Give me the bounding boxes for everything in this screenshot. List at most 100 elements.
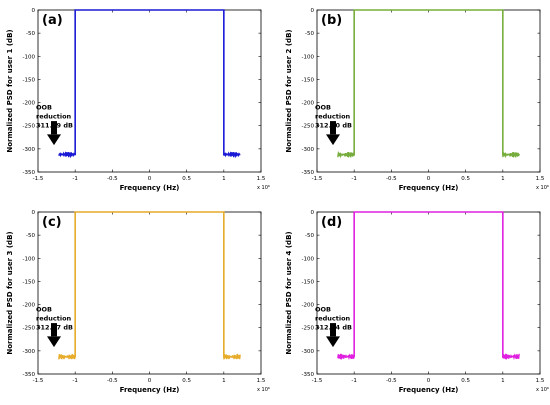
y-tick-label: -100 [302, 256, 315, 262]
oob-annotation-line: OOB [315, 104, 331, 112]
y-tick-label: -100 [23, 256, 36, 262]
oob-annotation-line: reduction [36, 315, 72, 323]
x-axis-label: Frequency (Hz) [399, 184, 459, 192]
noise-floor-2 [502, 150, 520, 159]
y-tick-label: 0 [32, 8, 36, 14]
arrow-head [326, 134, 340, 146]
oob-annotation-line: OOB [36, 306, 52, 314]
y-tick-label: -150 [23, 279, 36, 285]
y-axis-label: Normalized PSD for user 3 (dB) [6, 231, 14, 354]
x-tick-label: -1 [72, 176, 77, 182]
plot-frame [316, 211, 541, 375]
noise-floor-1 [58, 353, 76, 360]
y-tick-label: -250 [302, 124, 315, 130]
y-tick-label: -150 [23, 77, 36, 83]
y-tick-label: -150 [302, 77, 315, 83]
y-tick-label: -350 [23, 170, 36, 176]
series-line-1 [337, 211, 520, 358]
y-tick-label: -200 [302, 101, 315, 107]
x-tick-label: 0 [148, 378, 152, 384]
panel-2: -1.5 -1 -0.5 0 0.5 1 1.5 0 -50 -100 -150 -200 -250 -3… [285, 8, 549, 192]
x-tick-label: -1 [351, 378, 356, 384]
x-tick-label: 1.5 [257, 176, 266, 182]
x-tick-label: -1.5 [312, 176, 323, 182]
y-tick-label: -250 [302, 326, 315, 332]
x-exponent-label: x 10⁶ [536, 185, 549, 191]
panel-1: -1.5 -1 -0.5 0 0.5 1 1.5 0 -50 -100 -150 -200 -250 -3… [6, 8, 270, 192]
y-tick-label: -50 [305, 233, 314, 239]
y-tick-label: -50 [26, 31, 35, 37]
arrow-shaft [330, 121, 336, 135]
x-tick-label: -0.5 [107, 176, 118, 182]
y-tick-label: -350 [302, 170, 315, 176]
y-tick-label: 0 [311, 8, 315, 14]
oob-annotation-line: reduction [315, 113, 351, 121]
x-tick-label: 1 [222, 176, 226, 182]
arrow-shaft [51, 323, 57, 337]
noise-floor-2 [223, 353, 241, 360]
oob-annotation-line: reduction [36, 113, 72, 121]
y-tick-label: -300 [23, 147, 36, 153]
y-axis-label: Normalized PSD for user 2 (dB) [285, 29, 293, 152]
y-tick-label: -50 [26, 233, 35, 239]
oob-annotation-line: OOB [315, 306, 331, 314]
y-axis-label: Normalized PSD for user 4 (dB) [285, 231, 293, 354]
panel-label: (d) [321, 215, 342, 230]
plot-frame [316, 9, 541, 173]
arrow-shaft [330, 323, 336, 337]
x-tick-label: -1.5 [33, 176, 44, 182]
x-tick-label: 1 [501, 176, 505, 182]
oob-annotation-line: OOB [36, 104, 52, 112]
panel-label: (c) [42, 215, 62, 230]
y-tick-label: -200 [23, 303, 36, 309]
y-tick-label: -250 [23, 326, 36, 332]
x-tick-label: -1.5 [33, 378, 44, 384]
y-tick-label: -150 [302, 279, 315, 285]
x-tick-label: 0.5 [461, 176, 470, 182]
y-tick-label: -100 [302, 54, 315, 60]
y-tick-label: -350 [302, 372, 315, 378]
x-tick-label: 0 [427, 176, 431, 182]
noise-floor-2 [223, 151, 241, 159]
x-axis-label: Frequency (Hz) [120, 386, 180, 394]
noise-floor-1 [58, 151, 76, 159]
x-tick-label: 1 [501, 378, 505, 384]
plot-frame [37, 9, 262, 173]
y-tick-label: -300 [23, 349, 36, 355]
x-tick-label: -1 [72, 378, 77, 384]
arrow-head [326, 336, 340, 348]
x-exponent-label: x 10⁶ [536, 387, 549, 393]
y-tick-label: -200 [302, 303, 315, 309]
x-tick-label: 1 [222, 378, 226, 384]
y-tick-label: -300 [302, 147, 315, 153]
x-tick-label: 1.5 [536, 176, 545, 182]
y-tick-label: 0 [311, 210, 315, 216]
x-tick-label: -0.5 [107, 378, 118, 384]
series-line-1 [58, 9, 241, 156]
panel-label: (a) [42, 13, 63, 28]
x-tick-label: 1.5 [536, 378, 545, 384]
y-axis-label: Normalized PSD for user 1 (dB) [6, 29, 14, 152]
x-tick-label: 0.5 [182, 378, 191, 384]
x-tick-label: -0.5 [386, 378, 397, 384]
x-tick-label: 0 [148, 176, 152, 182]
x-tick-label: 0.5 [461, 378, 470, 384]
y-tick-label: -350 [23, 372, 36, 378]
x-tick-label: 0.5 [182, 176, 191, 182]
x-tick-label: -0.5 [386, 176, 397, 182]
y-tick-label: -250 [23, 124, 36, 130]
y-tick-label: -100 [23, 54, 36, 60]
y-tick-label: 0 [32, 210, 36, 216]
x-tick-label: -1 [351, 176, 356, 182]
series-line-1 [58, 211, 241, 358]
y-tick-label: -50 [305, 31, 314, 37]
arrow-head [47, 336, 61, 348]
noise-floor-1 [337, 353, 355, 361]
x-tick-label: 1.5 [257, 378, 266, 384]
panel-4: -1.5 -1 -0.5 0 0.5 1 1.5 0 -50 -100 -150 -200 -250 -3… [285, 210, 549, 394]
series-line-1 [337, 9, 520, 156]
noise-floor-1 [337, 150, 355, 159]
x-exponent-label: x 10⁶ [257, 387, 270, 393]
panel-label: (b) [321, 13, 342, 28]
